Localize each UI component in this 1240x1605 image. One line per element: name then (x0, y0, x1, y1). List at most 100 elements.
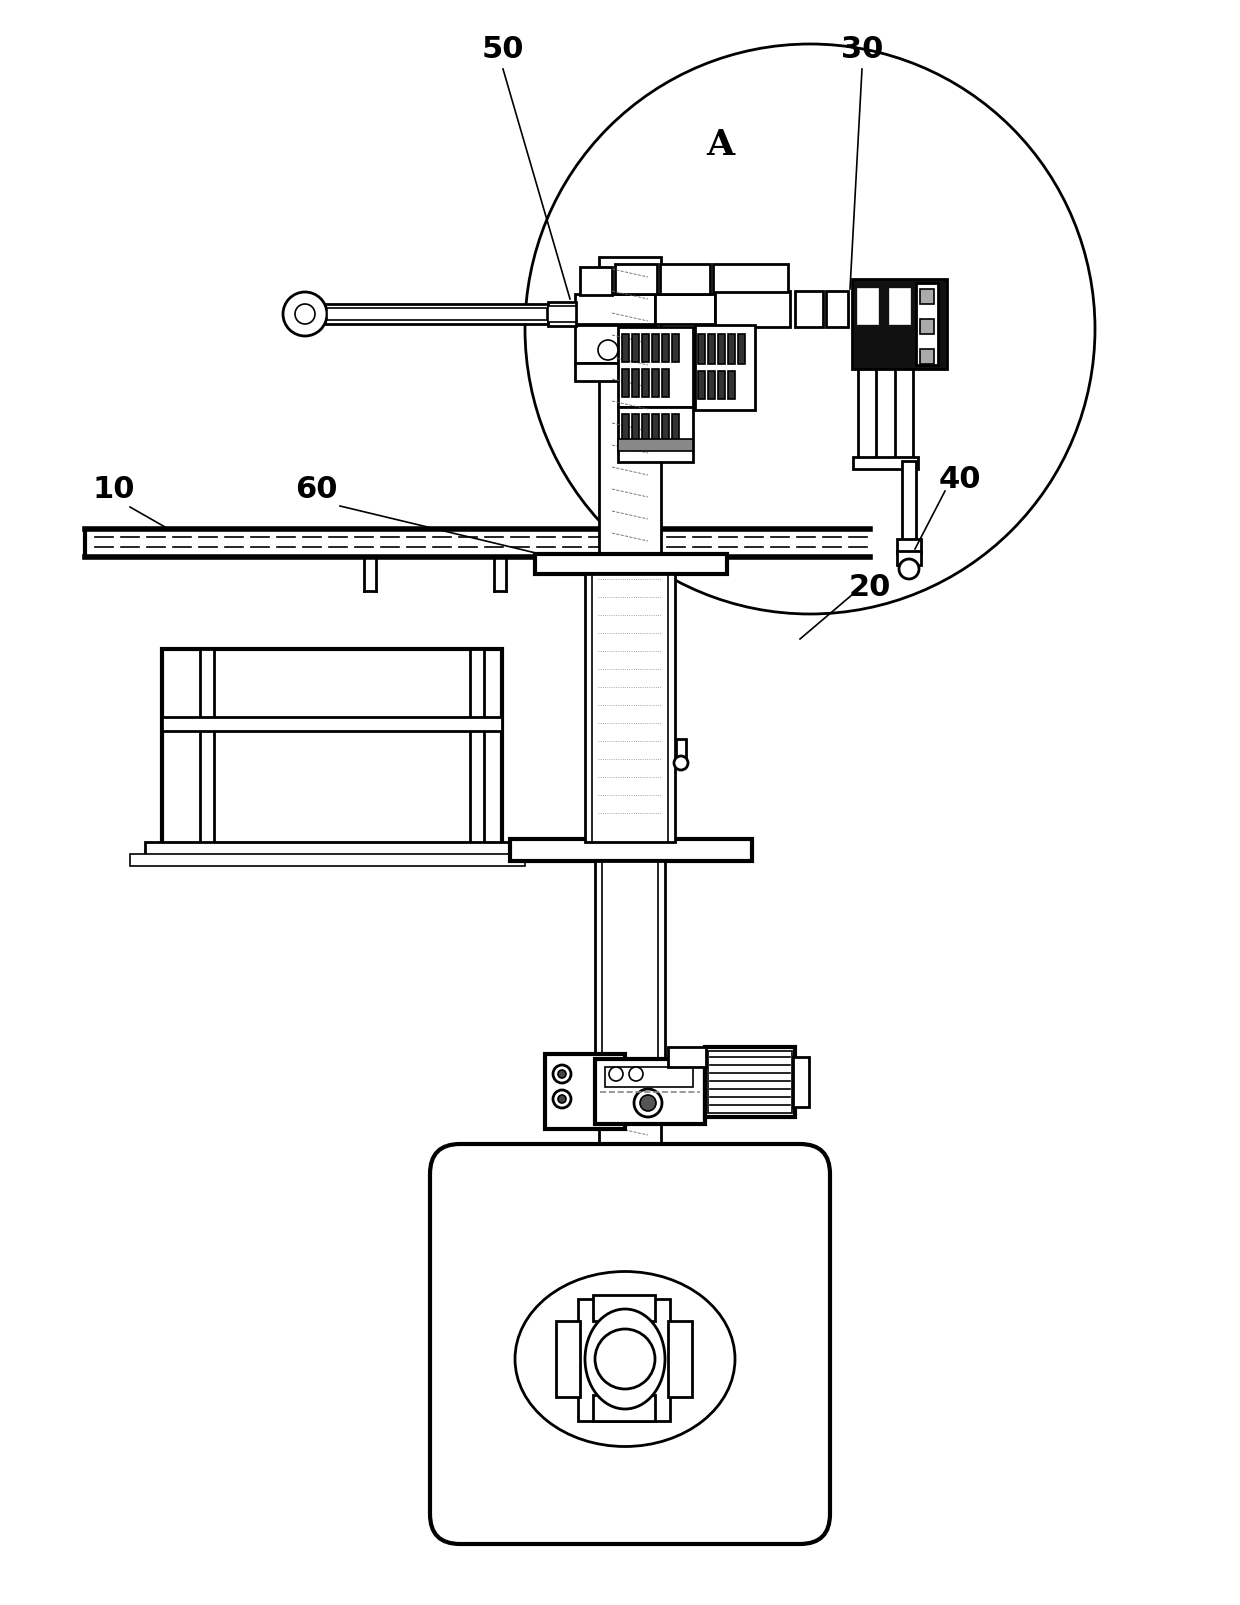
Bar (632, 414, 639, 443)
Bar (897, 552, 921, 565)
Bar (575, 295, 655, 324)
Bar (718, 372, 725, 400)
FancyBboxPatch shape (430, 1144, 830, 1544)
Bar (738, 335, 745, 364)
Bar (853, 457, 918, 470)
Ellipse shape (515, 1271, 735, 1446)
Bar (585, 575, 675, 843)
Bar (652, 335, 658, 363)
Bar (858, 369, 875, 459)
Bar (325, 305, 551, 324)
Bar (546, 1054, 625, 1130)
Bar (858, 291, 878, 324)
Bar (901, 462, 916, 541)
Circle shape (609, 1067, 622, 1082)
Bar (728, 372, 735, 400)
Bar (676, 740, 686, 764)
Circle shape (558, 1095, 565, 1103)
Bar (897, 539, 921, 554)
Bar (890, 291, 910, 324)
Bar (575, 364, 630, 382)
Bar (652, 369, 658, 398)
Bar (200, 650, 215, 844)
Circle shape (283, 292, 327, 337)
Bar (652, 414, 658, 443)
Text: 50: 50 (482, 35, 525, 64)
Bar (510, 839, 751, 862)
Bar (593, 1295, 655, 1321)
Bar (795, 292, 823, 327)
Bar (599, 258, 661, 1207)
Bar (618, 408, 693, 462)
Text: A: A (706, 128, 734, 162)
Bar (662, 335, 670, 363)
Bar (578, 1298, 670, 1420)
Circle shape (634, 1090, 662, 1117)
Bar (595, 862, 665, 1061)
Circle shape (629, 1067, 644, 1082)
Bar (672, 414, 680, 443)
Bar (794, 1058, 808, 1107)
Bar (548, 307, 577, 323)
Bar (706, 1048, 795, 1117)
Ellipse shape (585, 1310, 665, 1409)
Bar (622, 369, 629, 398)
Bar (534, 555, 727, 575)
Bar (920, 350, 934, 364)
Circle shape (640, 1095, 656, 1111)
Bar (920, 291, 934, 305)
Bar (162, 717, 502, 732)
Text: 10: 10 (93, 475, 135, 504)
Bar (728, 335, 735, 364)
Bar (668, 1321, 692, 1396)
Bar (662, 369, 670, 398)
Bar (698, 335, 706, 364)
Bar (618, 440, 693, 451)
Bar (660, 265, 711, 295)
Bar (556, 1321, 580, 1396)
Text: 40: 40 (939, 465, 981, 494)
Circle shape (598, 340, 618, 361)
Text: 30: 30 (841, 35, 883, 64)
Bar (548, 303, 577, 327)
Circle shape (558, 1071, 565, 1079)
Bar (642, 369, 649, 398)
Text: 20: 20 (849, 573, 892, 602)
Bar (622, 414, 629, 443)
Bar (622, 335, 629, 363)
Bar (327, 308, 547, 321)
Bar (595, 1059, 706, 1123)
Bar (916, 284, 937, 366)
Bar (920, 319, 934, 335)
Bar (145, 843, 520, 859)
Bar (632, 335, 639, 363)
Bar (852, 279, 947, 369)
Bar (580, 268, 613, 295)
Bar (713, 265, 787, 292)
Circle shape (675, 756, 688, 770)
Bar (575, 326, 655, 364)
Bar (618, 327, 693, 408)
Bar (632, 369, 639, 398)
Bar (162, 650, 502, 844)
Bar (672, 335, 680, 363)
Bar (662, 414, 670, 443)
Bar (718, 335, 725, 364)
Bar (895, 369, 913, 459)
Text: 60: 60 (295, 475, 337, 504)
Bar (694, 326, 755, 411)
Circle shape (595, 1329, 655, 1390)
Bar (593, 1395, 655, 1420)
Circle shape (899, 560, 919, 579)
Bar (655, 295, 715, 324)
Bar (708, 372, 715, 400)
Circle shape (553, 1090, 570, 1109)
Bar (642, 335, 649, 363)
Bar (470, 650, 484, 844)
Bar (668, 1048, 706, 1067)
Circle shape (553, 1066, 570, 1083)
Bar (605, 1067, 693, 1087)
Bar (715, 292, 790, 327)
Bar (615, 265, 657, 295)
Bar (708, 1051, 792, 1114)
